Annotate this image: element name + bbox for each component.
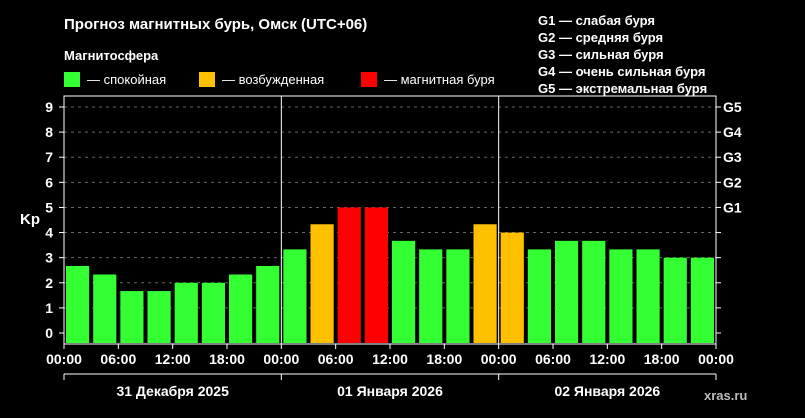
kp-bar [446, 249, 470, 343]
kp-bar [66, 265, 90, 343]
y-axis-label: Kp [20, 211, 40, 228]
x-tick-label: 18:00 [426, 351, 462, 367]
x-tick-label: 06:00 [535, 351, 571, 367]
kp-bar [500, 232, 524, 343]
x-tick-label: 00:00 [46, 351, 82, 367]
axes: 0 1 2 3 4 5 6 7 8 9 G1 G2 G3 G4 G5 00:00 06:00 12:00 18:00… [45, 95, 742, 399]
kp-bar [555, 240, 579, 343]
g-level-label: G1 [723, 199, 742, 215]
legend-swatch-storm [361, 72, 377, 87]
y-tick-label: 0 [45, 325, 53, 341]
x-tick-label: 00:00 [698, 351, 734, 367]
kp-bar [120, 291, 144, 343]
source-label: xras.ru [704, 388, 747, 403]
storm-class-list: G1 — слабая буря G2 — средняя буря G3 — … [538, 13, 707, 96]
g-level-label: G4 [723, 124, 742, 140]
x-tick-label: 12:00 [589, 351, 625, 367]
y-tick-label: 5 [45, 199, 53, 215]
y-tick-label: 7 [45, 149, 53, 165]
x-tick-label: 06:00 [318, 351, 354, 367]
y-tick-label: 4 [45, 225, 53, 241]
kp-bar [419, 249, 443, 343]
legend-swatch-quiet [64, 72, 80, 87]
storm-class-g3: G3 — сильная буря [538, 47, 664, 62]
kp-bar [636, 249, 660, 343]
storm-class-g5: G5 — экстремальная буря [538, 81, 707, 96]
legend-label-quiet: — спокойная [87, 72, 166, 87]
kp-bar [690, 257, 714, 343]
kp-bar [283, 249, 307, 343]
kp-bar [582, 240, 606, 343]
legend: — спокойная — возбужденная — магнитная б… [64, 72, 495, 87]
kp-bar [364, 207, 388, 343]
x-tick-label: 18:00 [209, 351, 245, 367]
kp-bar [473, 224, 497, 343]
y-tick-label: 8 [45, 124, 53, 140]
kp-bar [310, 224, 334, 343]
legend-swatch-active [199, 72, 215, 87]
x-tick-label: 06:00 [100, 351, 136, 367]
kp-bar [174, 282, 198, 343]
legend-label-storm: — магнитная буря [384, 72, 495, 87]
x-tick-label: 00:00 [263, 351, 299, 367]
kp-bar [256, 265, 280, 343]
x-tick-label: 00:00 [481, 351, 517, 367]
kp-bar [201, 282, 225, 343]
g-level-label: G2 [723, 174, 742, 190]
y-tick-label: 9 [45, 99, 53, 115]
y-tick-label: 6 [45, 174, 53, 190]
x-tick-label: 18:00 [644, 351, 680, 367]
kp-bars [66, 207, 714, 343]
day-label: 02 Января 2026 [554, 383, 660, 399]
x-tick-label: 12:00 [155, 351, 191, 367]
storm-class-g2: G2 — средняя буря [538, 30, 663, 45]
magnetosphere-subtitle: Магнитосфера [64, 48, 159, 63]
kp-bar [663, 257, 687, 343]
storm-class-g1: G1 — слабая буря [538, 13, 655, 28]
kp-bar [147, 291, 171, 343]
kp-bar [337, 207, 361, 343]
g-level-label: G5 [723, 99, 742, 115]
legend-label-active: — возбужденная [222, 72, 324, 87]
day-label: 01 Января 2026 [337, 383, 443, 399]
kp-bar [609, 249, 633, 343]
storm-class-g4: G4 — очень сильная буря [538, 64, 705, 79]
chart-title: Прогноз магнитных бурь, Омск (UTC+06) [64, 16, 367, 33]
y-tick-label: 1 [45, 300, 53, 316]
y-tick-label: 3 [45, 250, 53, 266]
kp-bar [392, 240, 416, 343]
kp-bar [527, 249, 551, 343]
y-tick-label: 2 [45, 275, 53, 291]
x-tick-label: 12:00 [372, 351, 408, 367]
day-label: 31 Декабря 2025 [116, 383, 229, 399]
g-level-label: G3 [723, 149, 742, 165]
kp-bar [93, 274, 117, 343]
kp-bar [229, 274, 253, 343]
